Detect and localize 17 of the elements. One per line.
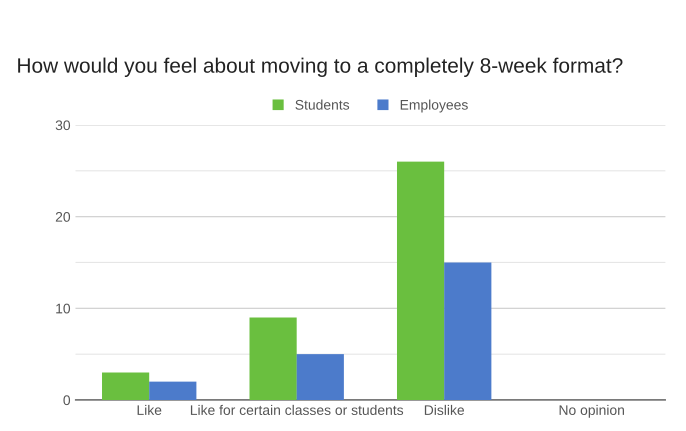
x-tick-label: Like bbox=[138, 404, 162, 416]
bar bbox=[149, 382, 196, 400]
chart-title: How would you feel about moving to a completely 8-week format? bbox=[18, 58, 622, 77]
y-tick-label: 10 bbox=[56, 304, 70, 314]
bar bbox=[296, 354, 344, 400]
x-tick-label: Like for certain classes or students bbox=[190, 404, 404, 416]
legend-label: Employees bbox=[400, 100, 468, 112]
x-tick-label: No opinion bbox=[560, 404, 624, 418]
y-tick-label: 20 bbox=[56, 212, 70, 222]
x-tick-label: Dislike bbox=[424, 404, 464, 416]
y-tick-label: 0 bbox=[63, 395, 70, 406]
bar bbox=[102, 372, 150, 400]
bar bbox=[444, 262, 492, 400]
legend-label: Students bbox=[295, 100, 350, 110]
bar bbox=[396, 162, 444, 400]
y-tick-label: 30 bbox=[56, 120, 70, 130]
bar bbox=[250, 317, 297, 400]
